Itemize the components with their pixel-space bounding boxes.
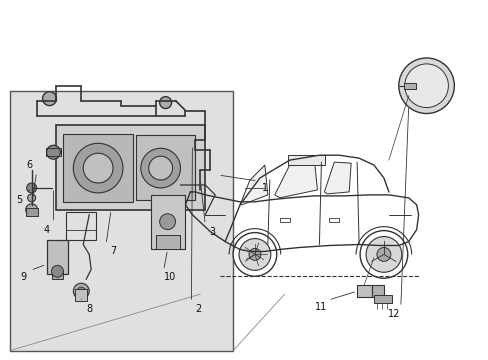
Circle shape	[359, 231, 407, 278]
Bar	[46, 239, 68, 274]
Circle shape	[42, 92, 56, 105]
Circle shape	[233, 233, 276, 276]
Circle shape	[160, 214, 175, 230]
Circle shape	[160, 96, 171, 109]
Circle shape	[73, 143, 122, 193]
Text: 9: 9	[20, 272, 27, 282]
Polygon shape	[324, 162, 350, 194]
Circle shape	[26, 204, 38, 216]
Bar	[66, 212, 96, 239]
Bar	[279, 218, 289, 222]
Polygon shape	[240, 165, 267, 205]
Circle shape	[398, 58, 453, 113]
Bar	[328, 218, 339, 222]
Circle shape	[248, 248, 260, 260]
Circle shape	[170, 220, 180, 230]
Text: 4: 4	[43, 225, 49, 235]
Text: 5: 5	[17, 195, 23, 205]
Bar	[45, 148, 61, 156]
Polygon shape	[274, 160, 317, 198]
Circle shape	[73, 283, 89, 299]
Bar	[56, 125, 205, 210]
Text: 2: 2	[195, 304, 201, 314]
Circle shape	[27, 183, 37, 193]
Text: 3: 3	[209, 226, 215, 237]
Text: 8: 8	[86, 304, 92, 314]
Bar	[63, 134, 133, 202]
Circle shape	[366, 237, 401, 272]
Text: 7: 7	[110, 247, 116, 256]
Circle shape	[141, 148, 180, 188]
Text: 6: 6	[26, 160, 33, 170]
Circle shape	[148, 156, 172, 180]
Circle shape	[28, 194, 36, 202]
Circle shape	[376, 247, 390, 261]
Bar	[403, 83, 415, 89]
Text: 1: 1	[261, 183, 267, 193]
Bar	[51, 271, 63, 279]
Bar	[373, 295, 391, 303]
Bar	[287, 155, 325, 165]
Circle shape	[77, 287, 85, 295]
Circle shape	[51, 265, 63, 277]
Bar	[371, 285, 383, 297]
Circle shape	[404, 64, 447, 108]
Circle shape	[46, 145, 61, 159]
Circle shape	[239, 239, 270, 270]
Bar	[26, 208, 38, 216]
Bar	[75, 289, 87, 301]
Text: 10: 10	[164, 272, 176, 282]
Bar	[150, 195, 185, 249]
Text: 11: 11	[315, 302, 327, 312]
Text: 12: 12	[387, 309, 399, 319]
Bar	[356, 285, 371, 297]
Bar	[136, 135, 195, 200]
Bar	[155, 235, 180, 249]
Circle shape	[83, 153, 113, 183]
Bar	[10, 91, 233, 351]
